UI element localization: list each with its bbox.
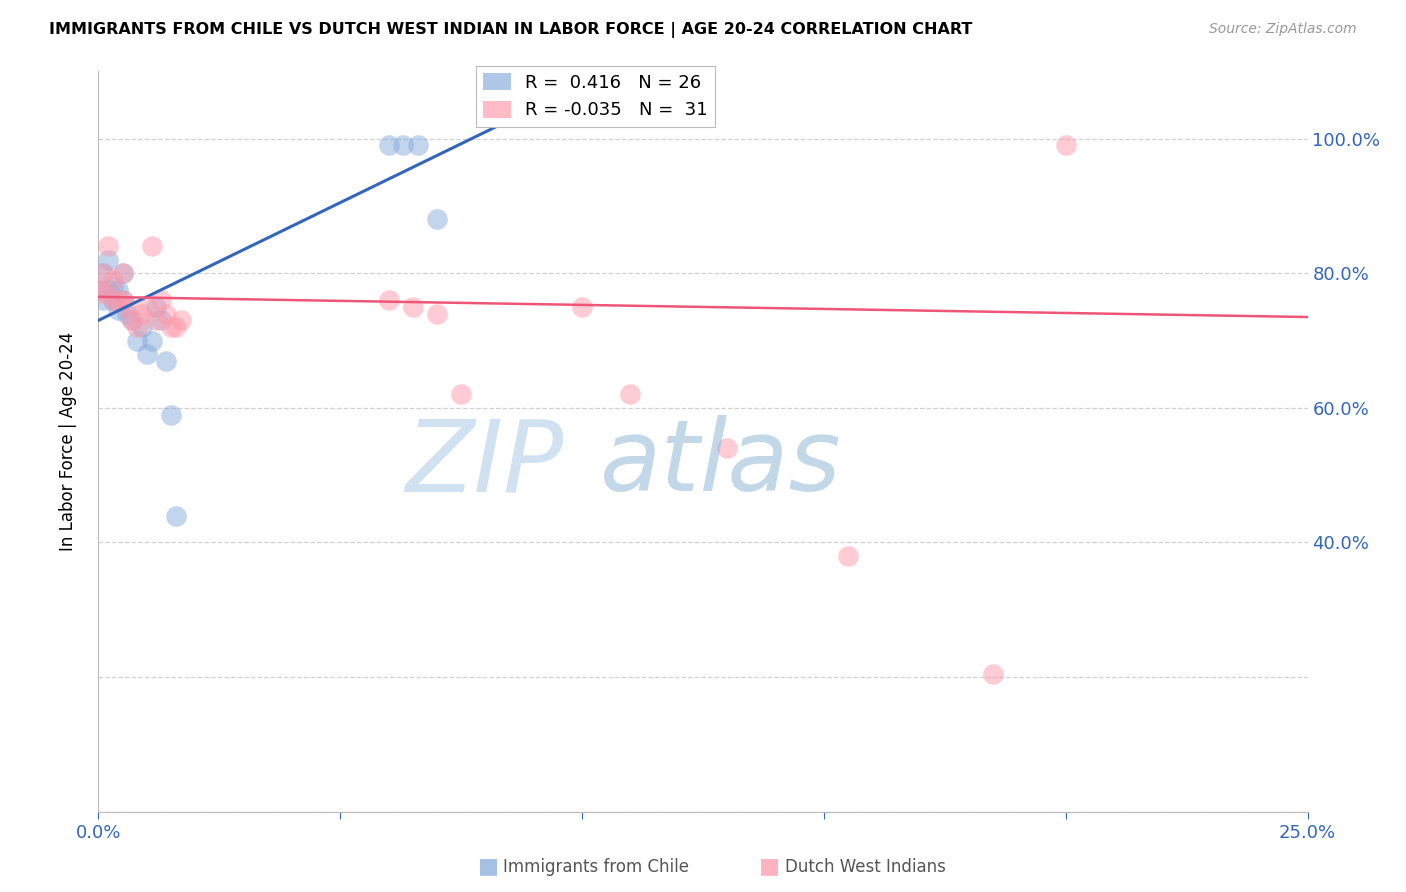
Point xyxy=(107,283,129,297)
Point xyxy=(87,283,110,297)
Point xyxy=(111,266,134,280)
Point xyxy=(91,286,114,301)
Point xyxy=(91,266,114,280)
Point xyxy=(981,666,1004,681)
Point xyxy=(716,442,738,456)
Point xyxy=(571,300,593,314)
Text: atlas: atlas xyxy=(600,416,842,512)
Legend: R =  0.416   N = 26, R = -0.035   N =  31: R = 0.416 N = 26, R = -0.035 N = 31 xyxy=(477,66,714,127)
Y-axis label: In Labor Force | Age 20-24: In Labor Force | Age 20-24 xyxy=(59,332,77,551)
Point xyxy=(837,549,859,563)
Point xyxy=(450,387,472,401)
Point xyxy=(111,293,134,308)
Point xyxy=(169,313,191,327)
Point xyxy=(155,307,177,321)
Point xyxy=(165,508,187,523)
Point xyxy=(1054,138,1077,153)
Point xyxy=(91,266,114,280)
Point xyxy=(111,293,134,308)
Point xyxy=(135,347,157,361)
Point xyxy=(101,293,124,308)
Text: ■: ■ xyxy=(759,856,780,876)
Point xyxy=(426,307,449,321)
Point xyxy=(97,252,120,267)
Point xyxy=(107,303,129,318)
Point xyxy=(392,138,415,153)
Point xyxy=(101,273,124,287)
Point xyxy=(160,408,183,422)
Point xyxy=(127,320,149,334)
Point xyxy=(111,266,134,280)
Point xyxy=(406,138,429,153)
Point xyxy=(107,293,129,308)
Point xyxy=(121,313,143,327)
Point xyxy=(131,320,153,334)
Point xyxy=(377,138,399,153)
Point xyxy=(121,313,143,327)
Point xyxy=(160,320,183,334)
Point xyxy=(101,293,124,308)
Point xyxy=(141,334,163,348)
Point xyxy=(135,300,157,314)
Point xyxy=(619,387,641,401)
Text: ■: ■ xyxy=(478,856,499,876)
Text: Dutch West Indians: Dutch West Indians xyxy=(785,858,945,876)
Point xyxy=(165,320,187,334)
Point xyxy=(117,300,139,314)
Point xyxy=(117,307,139,321)
Text: Source: ZipAtlas.com: Source: ZipAtlas.com xyxy=(1209,22,1357,37)
Text: ZIP: ZIP xyxy=(406,416,564,512)
Point xyxy=(145,313,167,327)
Point xyxy=(150,313,173,327)
Point xyxy=(426,212,449,227)
Point xyxy=(87,283,110,297)
Point xyxy=(131,307,153,321)
Point xyxy=(141,239,163,253)
Point xyxy=(402,300,425,314)
Point xyxy=(155,353,177,368)
Point xyxy=(91,293,114,308)
Point xyxy=(127,334,149,348)
Point xyxy=(377,293,399,308)
Point xyxy=(101,279,124,293)
Text: Immigrants from Chile: Immigrants from Chile xyxy=(503,858,689,876)
Point xyxy=(150,293,173,308)
Text: IMMIGRANTS FROM CHILE VS DUTCH WEST INDIAN IN LABOR FORCE | AGE 20-24 CORRELATIO: IMMIGRANTS FROM CHILE VS DUTCH WEST INDI… xyxy=(49,22,973,38)
Point xyxy=(97,239,120,253)
Point xyxy=(97,283,120,297)
Point xyxy=(145,300,167,314)
